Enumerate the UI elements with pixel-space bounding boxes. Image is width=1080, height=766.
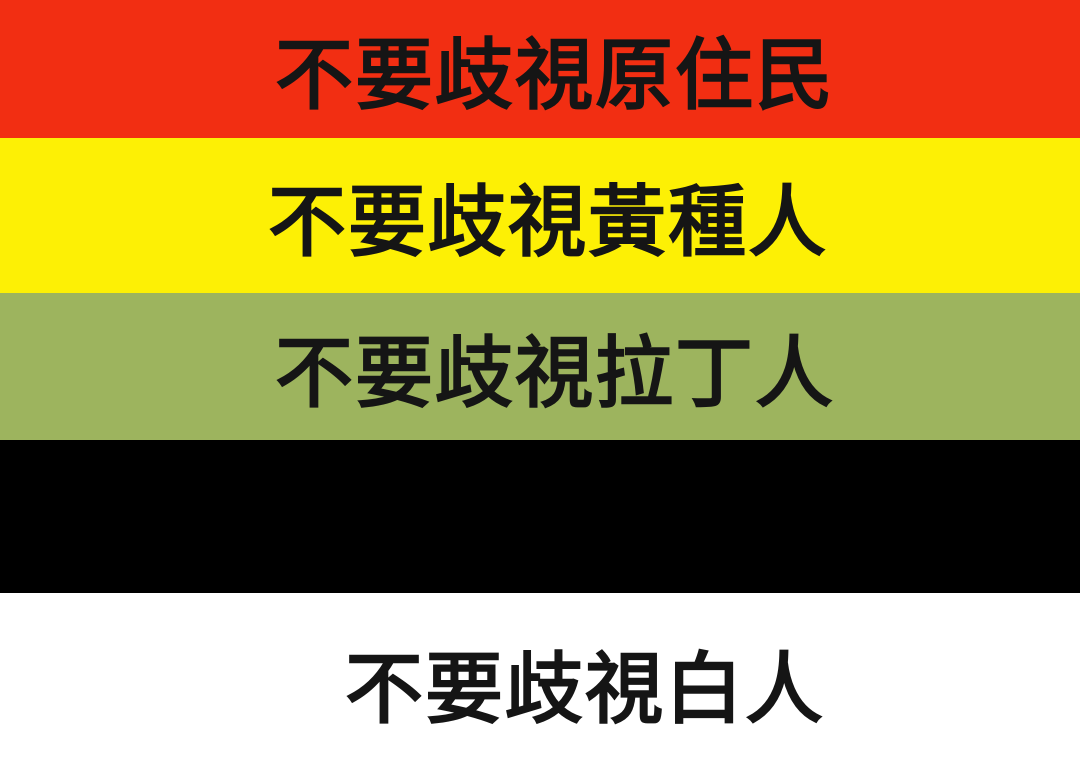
white-band: 不要歧視白人 bbox=[0, 593, 1080, 766]
white-band-text: 不要歧視白人 bbox=[345, 644, 826, 735]
black-band bbox=[0, 440, 1080, 593]
green-band-text: 不要歧視拉丁人 bbox=[275, 328, 836, 419]
red-band: 不要歧視原住民 bbox=[0, 0, 1080, 138]
yellow-band: 不要歧視黃種人 bbox=[0, 138, 1080, 293]
red-band-text: 不要歧視原住民 bbox=[275, 31, 836, 121]
yellow-band-text: 不要歧視黃種人 bbox=[268, 177, 829, 268]
green-band: 不要歧視拉丁人 bbox=[0, 293, 1080, 440]
